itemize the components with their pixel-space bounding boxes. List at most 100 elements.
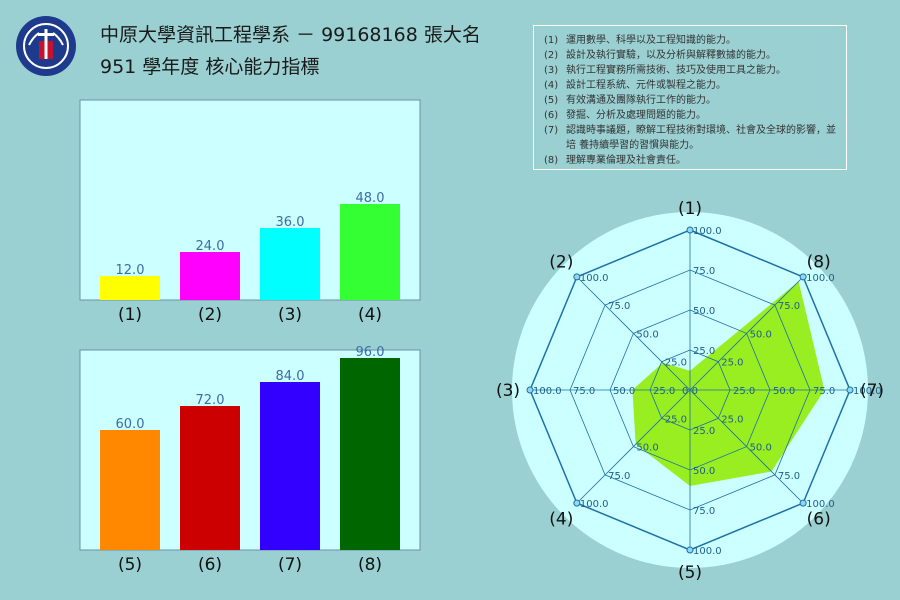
legend-item: (1) 運用數學、科學以及工程知識的能力。 [544,33,836,48]
axis-label: (8) [807,252,831,272]
legend-item: (2) 設計及執行實驗，以及分析與解釋數據的能力。 [544,48,836,63]
ring-tick-label: 50.0 [773,386,795,397]
category-label: (2) [198,305,222,325]
page-subtitle: 951 學年度 核心能力指標 [100,56,320,78]
ring-tick-label: 75.0 [813,386,835,397]
ring-tick-label: 75.0 [693,506,715,517]
radar-series-area [632,281,825,486]
category-label: (1) [118,305,142,325]
axis-label: (6) [807,510,831,530]
axis-label: (7) [860,381,884,401]
legend-text: 執行工程實務所需技術、技巧及使用工具之能力。 [566,65,786,76]
vertex-marker [573,273,581,281]
legend-number: (6) [544,110,559,121]
data-label: 12.0 [116,263,145,278]
bar [180,252,240,300]
radar-spoke [689,276,804,391]
ring-tick-label: 100.0 [533,386,562,397]
legend-text: 理解專業倫理及社會責任。 [566,155,686,166]
competency-legend: (1) 運用數學、科學以及工程知識的能力。 (2) 設計及執行實驗，以及分析與解釋數據… [533,25,847,170]
vertex-marker [686,546,694,554]
legend-text: 設計及執行實驗，以及分析與解釋數據的能力。 [566,50,776,61]
data-label: 84.0 [276,369,305,384]
data-label: 24.0 [196,239,225,254]
ring-tick-label: 50.0 [636,329,658,340]
ring-tick-label: 25.0 [733,386,755,397]
axis-label: (5) [678,563,702,583]
bar [260,382,320,550]
university-logo [16,16,76,76]
axis-label: (2) [549,252,573,272]
ring-tick-label: 100.0 [853,386,882,397]
legend-item: (7) 認識時事議題，瞭解工程技術對環境、社會及全球的影響，並培 養持續學習的習慣… [544,123,836,153]
ring-tick-label: 25.0 [665,414,687,425]
ring-tick-label: 100.0 [806,273,835,284]
category-label: (3) [278,305,302,325]
ring-tick-label: 75.0 [573,386,595,397]
ring-tick-label: 100.0 [580,273,609,284]
vertex-marker [526,386,534,394]
legend-item: (6) 發掘、分析及處理問題的能力。 [544,108,836,123]
bar [100,276,160,300]
legend-number: (2) [544,50,559,61]
ring-tick-label: 25.0 [721,358,743,369]
ring-tick-label: 75.0 [778,301,800,312]
ring-tick-label: 25.0 [693,426,715,437]
legend-number: (1) [544,35,559,46]
axis-label: (3) [496,381,520,401]
category-label: (8) [358,555,382,575]
legend-text: 有效溝通及團隊執行工作的能力。 [566,95,716,106]
vertex-marker [846,386,854,394]
legend-number: (8) [544,155,559,166]
bar [260,228,320,300]
ring-tick-label: 25.0 [665,358,687,369]
data-label: 96.0 [356,345,385,360]
vertex-marker [799,499,807,507]
legend-text: 設計工程系統、元件或製程之能力。 [566,80,726,91]
category-label: (5) [118,555,142,575]
data-label: 36.0 [276,215,305,230]
data-label: 48.0 [356,191,385,206]
page-title: 中原大學資訊工程學系 － 99168168 張大名 [100,24,481,46]
data-label: 60.0 [116,417,145,432]
ring-tick-label: 75.0 [693,266,715,277]
ring-tick-label: 25.0 [721,414,743,425]
category-label: (7) [278,555,302,575]
radar-spoke [576,276,691,391]
ring-tick-label: 100.0 [693,546,722,557]
bar [340,204,400,300]
ring-tick-label: 50.0 [750,443,772,454]
legend-item: (5) 有效溝通及團隊執行工作的能力。 [544,93,836,108]
legend-text: 運用數學、科學以及工程知識的能力。 [566,35,736,46]
axis-label: (1) [678,199,702,219]
legend-number: (7) [544,125,559,136]
legend-text: 認識時事議題，瞭解工程技術對環境、社會及全球的影響，並培 養持續學習的習慣與能力… [566,125,836,151]
ring-tick-label: 25.0 [693,346,715,357]
ring-tick-label: 75.0 [608,471,630,482]
ring-tick-label: 50.0 [693,306,715,317]
legend-number: (4) [544,80,559,91]
bar [340,358,400,550]
legend-text: 發掘、分析及處理問題的能力。 [566,110,706,121]
bar [100,430,160,550]
ring-tick-label: 50.0 [750,329,772,340]
vertex-marker [799,273,807,281]
bar [180,406,240,550]
ring-tick-label: 75.0 [608,301,630,312]
legend-item: (4) 設計工程系統、元件或製程之能力。 [544,78,836,93]
category-label: (4) [358,305,382,325]
ring-tick-label: 100.0 [693,226,722,237]
axis-label: (4) [549,510,573,530]
vertex-marker [686,226,694,234]
center-tick-label: 0.0 [682,386,698,397]
ring-tick-label: 100.0 [806,499,835,510]
legend-number: (5) [544,95,559,106]
ring-tick-label: 50.0 [636,443,658,454]
ring-tick-label: 50.0 [613,386,635,397]
ring-tick-label: 25.0 [653,386,675,397]
legend-item: (3) 執行工程實務所需技術、技巧及使用工具之能力。 [544,63,836,78]
ring-tick-label: 100.0 [580,499,609,510]
